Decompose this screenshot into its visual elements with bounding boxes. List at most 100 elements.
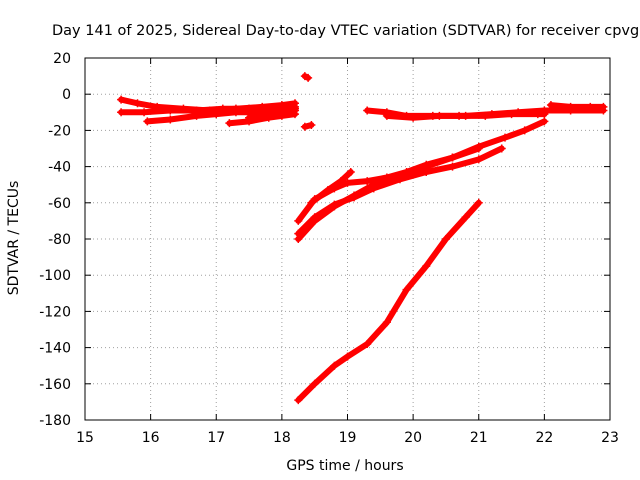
data-point [294,396,303,405]
x-tick-label: 23 [601,430,619,446]
data-point [474,198,483,207]
data-point [166,106,175,115]
data-point [294,216,303,225]
data-point [245,113,254,122]
y-tick-label: -20 [48,123,71,139]
data-point [277,110,286,119]
series-arc-10 [546,101,608,111]
data-point [448,153,457,162]
x-tick-label: 16 [142,430,160,446]
series-arc-9 [382,106,608,122]
data-point [231,108,240,117]
series-arc-6 [300,72,313,82]
data-point [310,216,319,225]
data-point [599,102,608,111]
data-point [133,99,142,108]
data-point [382,318,391,327]
x-tick-label: 20 [404,430,422,446]
data-point [143,117,152,126]
y-tick-label: -140 [39,341,71,357]
data-point [343,352,352,361]
data-point [264,111,273,120]
axis-ticks: 15 16 17 18 19 20 21 22 23 20 0 -20 -40 -60 -80 -100 -12… [39,51,619,446]
data-point [586,102,595,111]
data-point [396,171,404,180]
data-point [323,186,332,195]
series-arc-13 [294,144,483,243]
y-tick-label: -120 [39,304,71,320]
data-point [212,110,221,119]
data-point [540,117,549,126]
data-point [501,133,509,142]
data-point [363,177,372,186]
y-tick-label: -100 [39,268,71,284]
series-arc-15 [294,198,483,405]
series-arc-14 [307,168,355,207]
data-point [566,102,575,111]
data-point [330,361,339,370]
data-point [409,113,418,122]
data-point [117,108,126,117]
data-point [461,111,470,120]
series-line [246,107,298,121]
data-point [336,177,345,186]
data-point [540,106,549,115]
data-point [382,111,391,120]
y-tick-label: -180 [39,413,71,429]
data-point [546,101,555,110]
y-tick-label: -40 [48,160,71,176]
x-tick-label: 15 [76,430,94,446]
data-point [140,108,149,117]
data-point [304,73,313,82]
data-point [192,111,201,120]
data-point [514,108,523,117]
data-series [117,72,608,405]
data-point [363,106,372,115]
data-point [422,162,431,171]
data-point [294,235,303,243]
data-point [310,379,319,388]
data-point [435,111,444,120]
y-tick-label: -80 [48,232,71,248]
y-tick-label: 0 [62,87,71,103]
data-point [343,178,352,187]
series-line [547,102,607,110]
data-point [474,144,483,153]
x-tick-label: 17 [207,430,225,446]
data-point [363,339,372,348]
data-point [402,285,411,294]
data-point [346,168,355,177]
series-arc-5 [245,106,299,122]
data-point [307,120,316,129]
data-point [487,110,496,119]
y-tick-label: 20 [53,51,71,67]
data-point [422,262,431,271]
x-tick-label: 19 [339,430,357,446]
data-point [448,162,457,171]
x-tick-label: 18 [273,430,291,446]
data-point [520,126,529,135]
data-point [350,191,359,200]
data-point [474,155,483,164]
data-point [225,119,234,128]
y-tick-label: -60 [48,196,71,212]
data-point [497,144,506,153]
data-point [307,198,316,207]
data-point [166,115,175,124]
data-point [461,213,470,222]
series-line [295,199,482,404]
series-line [308,169,354,206]
x-axis-label: GPS time / hours [286,458,403,474]
y-axis-label: SDTVAR / TECUs [6,181,22,296]
y-tick-label: -160 [39,377,71,393]
data-point [441,235,450,243]
plot-frame [84,57,611,421]
chart-title: Day 141 of 2025, Sidereal Day-to-day VTE… [52,23,639,39]
series-arc-7 [300,120,316,131]
x-tick-label: 21 [470,430,488,446]
data-point [117,95,126,104]
data-point [291,106,299,115]
data-point [330,202,339,211]
data-point [300,122,309,131]
